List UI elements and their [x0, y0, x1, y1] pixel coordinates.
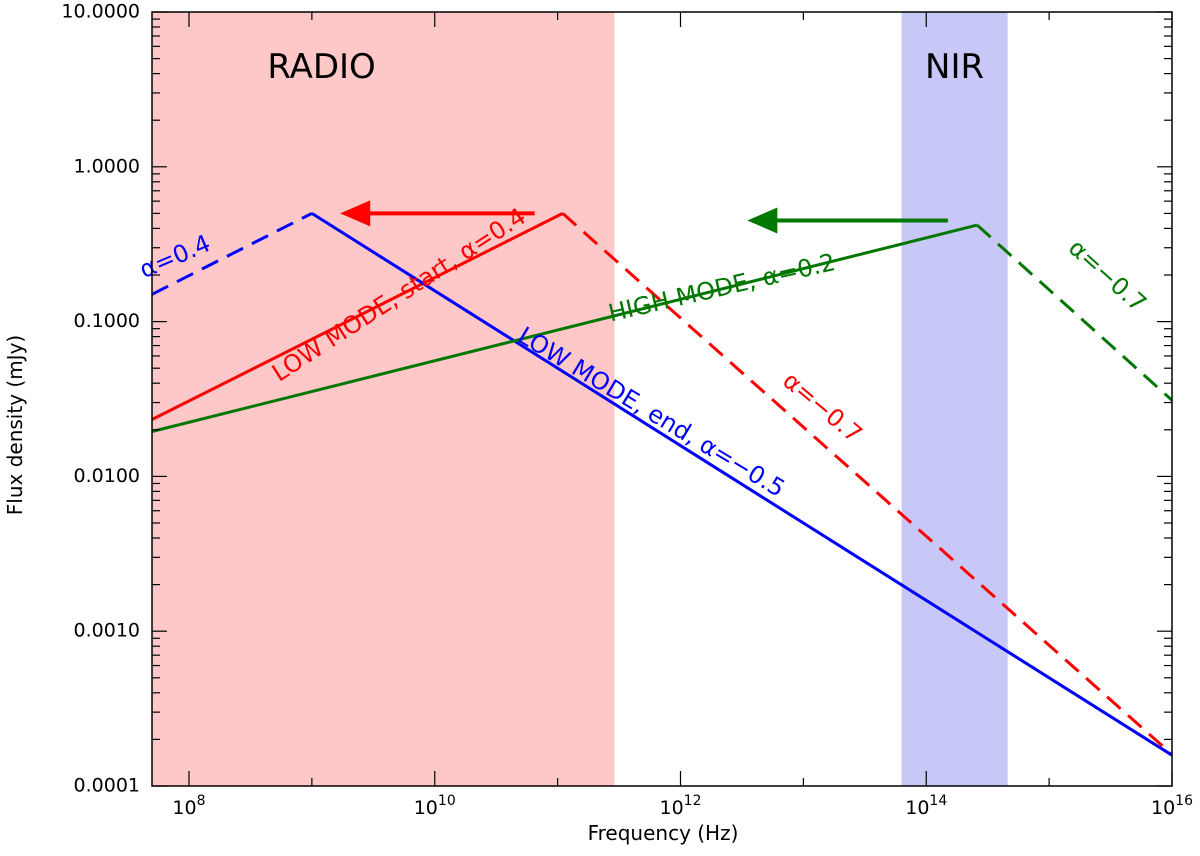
- arrows-layer: [340, 200, 948, 234]
- bands-layer: RADIO NIR: [152, 12, 1008, 786]
- x-tick-label-2: 1012: [659, 793, 701, 819]
- arrow-head-0: [340, 200, 371, 227]
- y-tick-label-3: 0.0100: [74, 465, 140, 487]
- annotation-4: α=−0.7: [777, 366, 867, 448]
- labels-layer: Frequency (Hz) Flux density (mJy): [3, 335, 738, 845]
- series-line-1: [561, 212, 1173, 756]
- arrow-head-1: [747, 207, 778, 234]
- annotation-2: HIGH MODE, α=0.2: [606, 248, 838, 327]
- y-axis-label: Flux density (mJy): [3, 335, 27, 515]
- band-label-radio: RADIO: [267, 47, 375, 87]
- plot-frame: [151, 11, 1173, 787]
- x-tick-label-0: 108: [172, 793, 205, 819]
- band-radio: [152, 12, 615, 786]
- annotation-5: α=−0.7: [1063, 234, 1152, 318]
- y-tick-label-4: 0.0010: [74, 620, 140, 642]
- axes-layer: 10.0000 1.0000 0.1000 0.0100 0.0010 0.0001 108…: [61, 1, 1193, 820]
- series-line-4: [151, 223, 978, 433]
- x-tick-label-1: 1010: [414, 793, 456, 819]
- series-line-2: [151, 212, 313, 296]
- y-tick-label-2: 0.1000: [74, 310, 140, 332]
- series-line-0: [151, 212, 564, 421]
- band-nir: [901, 12, 1008, 786]
- x-tick-label-4: 1016: [1151, 793, 1193, 819]
- band-label-nir: NIR: [925, 47, 984, 87]
- series-line-3: [311, 212, 1173, 757]
- x-tick-label-3: 1014: [905, 793, 947, 819]
- series-line-5: [976, 223, 1174, 402]
- y-tick-label-0: 10.0000: [61, 1, 140, 23]
- lines-layer: [151, 212, 1174, 757]
- x-axis-label: Frequency (Hz): [588, 821, 739, 845]
- y-tick-label-5: 0.0001: [74, 775, 140, 797]
- y-tick-label-1: 1.0000: [74, 155, 140, 177]
